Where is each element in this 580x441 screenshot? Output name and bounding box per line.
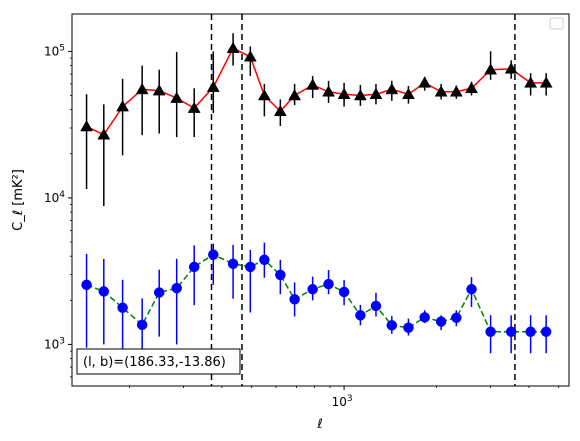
series-1-point-13 [307,283,318,295]
annotation-text: (l, b)=(186.33,-13.86) [83,355,226,370]
series-0-line [86,47,547,136]
series-0-point-5 [170,91,184,103]
series-0-point-21 [434,85,448,97]
plot-frame [71,13,570,387]
series-0-point-6 [187,101,201,113]
vertical-lines [210,14,516,386]
series-1-point-7 [208,249,219,260]
series-0-point-27 [539,76,553,88]
series-1-point-17 [370,300,382,312]
x-axis-label: ℓ [316,417,322,432]
series-1-point-25 [505,326,517,337]
series-1-point-4 [153,287,165,298]
series-1-point-15 [338,286,350,298]
series-1-point-19 [403,322,414,333]
series-1-point-23 [466,283,477,295]
series-0-point-1 [97,128,111,140]
series-0-point-9 [243,50,257,62]
series-0-point-20 [418,76,432,88]
series-0-point-0 [80,120,93,132]
series-1-point-11 [275,269,286,281]
series-0-point-14 [322,85,335,97]
series-lines [86,47,547,333]
series-1-point-27 [540,326,552,337]
series-0-point-19 [402,87,415,99]
series-1-point-18 [386,320,398,331]
series-1-point-21 [435,316,447,327]
series-1-point-14 [323,278,334,290]
series-0-point-7 [206,80,220,92]
series-0-point-26 [524,76,538,88]
series-0-point-23 [465,81,478,94]
series-1-point-1 [98,286,110,297]
series-0-point-22 [449,85,463,97]
series-1-point-5 [171,282,182,294]
error-bars [85,33,547,372]
annotation-box: (l, b)=(186.33,-13.86) [76,348,241,375]
series-0-point-11 [273,104,287,117]
series-1-point-9 [245,261,256,273]
x-tick-label-0: 103 [332,394,353,409]
axes: 103 104 105 103 [44,43,560,409]
series-0-point-8 [226,41,240,54]
series-0-point-2 [116,100,130,112]
series-0-point-17 [369,87,383,99]
series-1-point-24 [485,326,496,337]
series-1-point-0 [81,279,92,291]
series-0-point-15 [337,87,351,99]
series-0-point-16 [353,88,367,101]
series-1-line [86,253,547,333]
series-0-point-12 [288,88,302,101]
series-1-point-22 [451,312,462,324]
series-0-point-24 [484,63,498,75]
series-1-point-16 [355,310,366,321]
series-1-point-3 [136,319,148,331]
series-1-point-26 [525,326,536,337]
y-axis-label: C_ℓ [mK²] [11,169,26,231]
series-markers [80,41,553,337]
series-1-point-2 [117,302,128,313]
series-0-point-4 [152,84,166,96]
series-1-point-10 [259,254,270,266]
y-tick-label-2: 105 [44,43,65,58]
series-1-point-6 [188,261,200,273]
series-0-point-25 [504,62,518,74]
y-tick-label-0: 103 [44,336,65,351]
series-0-point-3 [135,82,149,95]
y-tick-label-1: 104 [44,190,65,205]
series-0-point-10 [257,88,271,101]
series-0-point-18 [385,82,399,95]
series-1-point-8 [227,258,239,270]
series-1-point-20 [419,312,430,323]
series-0-point-13 [306,78,320,90]
series-1-point-12 [289,294,300,305]
legend [549,17,564,30]
